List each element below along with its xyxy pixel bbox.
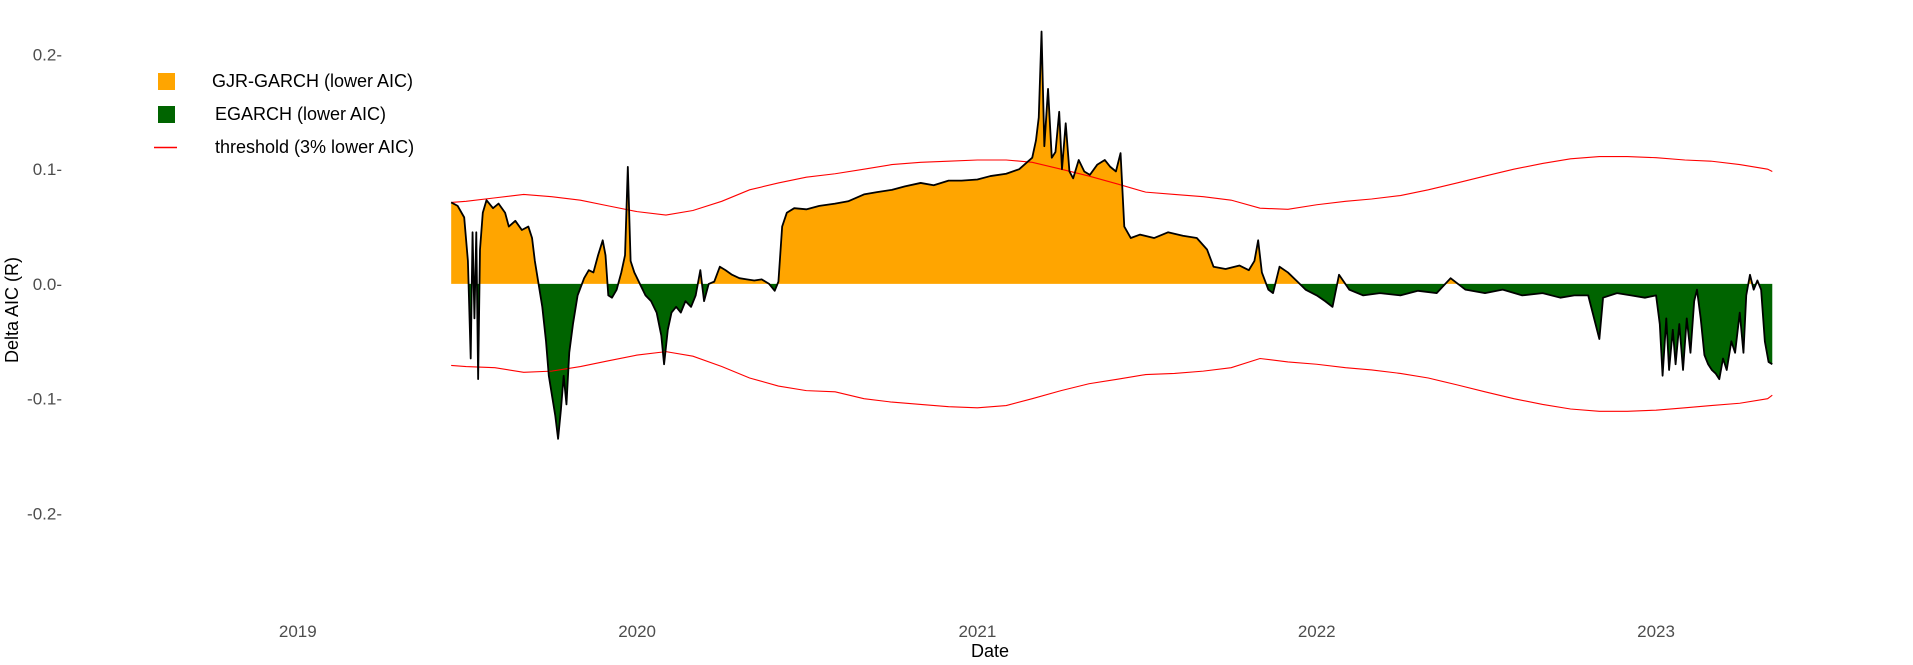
delta-aic-line xyxy=(450,30,1773,440)
x-tick-label: 2022 xyxy=(1298,622,1336,641)
x-tick-label: 2019 xyxy=(279,622,317,641)
legend-label: EGARCH (lower AIC) xyxy=(215,104,386,124)
x-axis: 2019 2020 2021 2022 2023 xyxy=(279,622,1675,641)
x-tick-label: 2020 xyxy=(618,622,656,641)
y-axis: 0.2- 0.1- 0.0- -0.1- -0.2- xyxy=(27,45,62,523)
y-tick-label: 0.1- xyxy=(33,160,62,179)
y-tick-label: 0.2- xyxy=(33,45,62,64)
egarch-negative-area xyxy=(451,283,1773,439)
gjr-garch-positive-area xyxy=(451,31,1773,284)
positive-area-group xyxy=(451,31,1773,284)
legend-label: GJR-GARCH (lower AIC) xyxy=(212,71,413,91)
negative-area-group xyxy=(451,283,1773,439)
lines-group xyxy=(450,30,1773,440)
x-axis-title: Date xyxy=(971,641,1009,661)
threshold-lower-line xyxy=(451,351,1773,412)
legend: GJR-GARCH (lower AIC) EGARCH (lower AIC) t… xyxy=(154,71,414,157)
y-axis-title: Delta AIC (R) xyxy=(2,257,22,363)
legend-swatch xyxy=(158,106,175,123)
y-tick-label: -0.1- xyxy=(27,390,62,409)
x-tick-label: 2021 xyxy=(958,622,996,641)
threshold-upper-line xyxy=(451,156,1773,216)
x-tick-label: 2023 xyxy=(1637,622,1675,641)
y-tick-label: 0.0- xyxy=(33,275,62,294)
legend-swatch xyxy=(158,73,175,90)
legend-label: threshold (3% lower AIC) xyxy=(215,137,414,157)
y-tick-label: -0.2- xyxy=(27,504,62,523)
